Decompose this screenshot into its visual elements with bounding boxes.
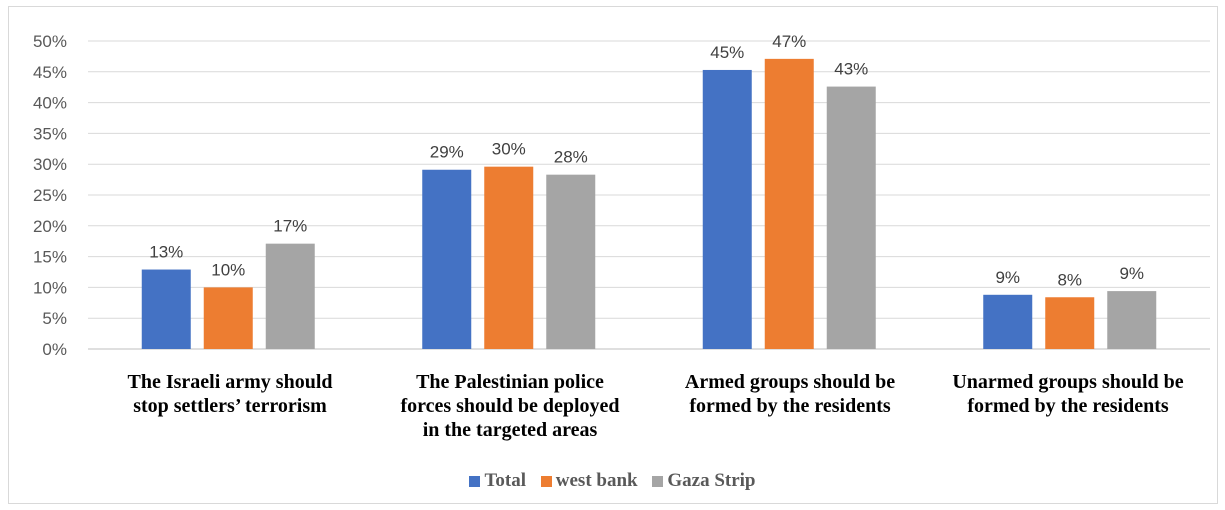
category-label-3: Armed groups should be formed by the res… xyxy=(645,370,935,418)
legend-label-total: Total xyxy=(484,470,527,491)
data-label-total-3: 45% xyxy=(710,43,744,62)
legend-item-west-bank: west bank xyxy=(540,470,638,492)
y-tick-label-50: 50% xyxy=(33,32,67,51)
y-tick-label-0: 0% xyxy=(42,340,67,359)
category-label-3-line-1: Armed groups should be xyxy=(684,371,896,393)
y-tick-label-45: 45% xyxy=(33,63,67,82)
category-label-4-line-1: Unarmed groups should be xyxy=(952,371,1184,393)
category-label-2-line-2: forces should be deployed xyxy=(400,395,620,417)
category-label-3-line-2: formed by the residents xyxy=(689,395,891,417)
legend: Total west bank Gaza Strip xyxy=(0,470,1225,493)
data-label-west-bank-2: 30% xyxy=(492,140,526,159)
data-label-total-4: 9% xyxy=(995,268,1020,287)
bar-west-bank-2 xyxy=(484,166,534,349)
data-label-total-1: 13% xyxy=(149,243,183,262)
bar-total-4 xyxy=(983,294,1033,349)
y-tick-label-25: 25% xyxy=(33,186,67,205)
category-label-2: The Palestinian police forces should be … xyxy=(365,370,655,442)
category-label-1-line-2: stop settlers’ terrorism xyxy=(133,395,327,417)
data-label-west-bank-4: 8% xyxy=(1057,270,1082,289)
bar-gaza-strip-3 xyxy=(826,86,876,350)
legend-item-gaza-strip: Gaza Strip xyxy=(652,470,756,492)
data-label-gaza-strip-3: 43% xyxy=(834,60,868,79)
data-label-gaza-strip-2: 28% xyxy=(554,148,588,167)
y-tick-label-20: 20% xyxy=(33,217,67,236)
legend-swatch-total xyxy=(469,475,481,487)
bar-gaza-strip-1 xyxy=(265,243,315,349)
bar-west-bank-1 xyxy=(203,287,253,349)
category-label-4-line-2: formed by the residents xyxy=(967,395,1169,417)
data-label-gaza-strip-1: 17% xyxy=(273,217,307,236)
y-tick-label-30: 30% xyxy=(33,155,67,174)
bar-gaza-strip-4 xyxy=(1107,291,1157,349)
data-label-total-2: 29% xyxy=(430,143,464,162)
legend-label-west-bank: west bank xyxy=(555,470,638,491)
y-tick-label-10: 10% xyxy=(33,278,67,297)
bar-gaza-strip-2 xyxy=(546,174,596,349)
category-label-2-line-1: The Palestinian police xyxy=(416,371,604,393)
data-label-west-bank-3: 47% xyxy=(772,32,806,51)
bar-west-bank-3 xyxy=(764,58,814,349)
bar-total-2 xyxy=(422,169,472,349)
legend-label-gaza-strip: Gaza Strip xyxy=(667,470,756,491)
bar-total-3 xyxy=(702,69,752,350)
legend-swatch-west-bank xyxy=(540,475,552,487)
bar-west-bank-4 xyxy=(1045,297,1095,349)
y-tick-label-40: 40% xyxy=(33,94,67,113)
category-label-1: The Israeli army should stop settlers’ t… xyxy=(85,370,375,418)
category-label-1-line-1: The Israeli army should xyxy=(127,371,333,393)
y-tick-label-35: 35% xyxy=(33,124,67,143)
y-tick-label-5: 5% xyxy=(42,309,67,328)
chart-frame xyxy=(8,6,1218,504)
data-label-west-bank-1: 10% xyxy=(211,260,245,279)
data-label-gaza-strip-4: 9% xyxy=(1119,264,1144,283)
legend-item-total: Total xyxy=(469,470,526,492)
category-label-4: Unarmed groups should be formed by the r… xyxy=(918,370,1218,418)
legend-swatch-gaza-strip xyxy=(652,475,664,487)
bar-total-1 xyxy=(141,269,191,349)
y-tick-label-15: 15% xyxy=(33,248,67,267)
category-label-2-line-3: in the targeted areas xyxy=(422,419,598,441)
